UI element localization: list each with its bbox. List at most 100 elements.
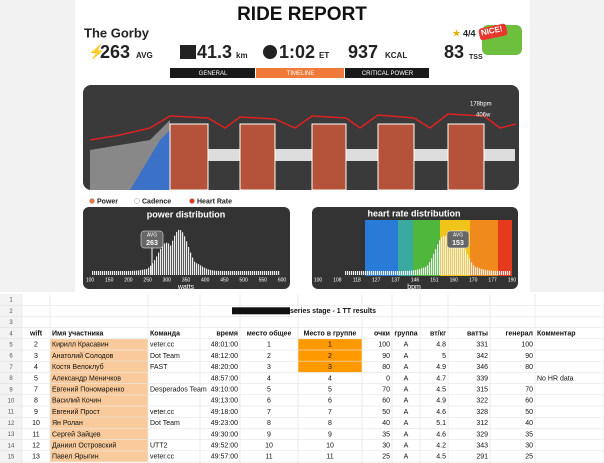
cell: A — [404, 342, 409, 349]
hist-bar — [439, 240, 441, 275]
interval — [169, 123, 209, 191]
hist-bar — [156, 256, 158, 275]
group-place-fill — [298, 361, 362, 373]
hr-avg-label: AVG — [453, 232, 463, 238]
hist-bar — [491, 270, 493, 275]
cell: Евгений Прост — [52, 408, 101, 416]
cell: 312 — [476, 420, 488, 427]
redaction — [232, 307, 290, 315]
cell: Павел Ярыгин — [52, 454, 99, 461]
cell: 60 — [382, 398, 390, 405]
cell: A — [404, 454, 409, 461]
hist-bar — [242, 270, 244, 275]
x-tick-label: 150 — [105, 277, 114, 283]
hist-bar — [379, 271, 381, 275]
stat-tss: 83 — [444, 42, 464, 62]
cell: 49:52:00 — [211, 443, 238, 450]
hist-bar — [180, 230, 182, 275]
star-icon: ★ — [452, 29, 461, 40]
cell: 10 — [326, 443, 334, 450]
hist-bar — [192, 257, 194, 275]
cell: 5 — [328, 387, 332, 394]
x-tick-label: 300 — [163, 277, 172, 283]
avg-value: 263 — [146, 240, 158, 247]
hist-bar — [178, 229, 180, 275]
hist-bar — [238, 270, 240, 275]
x-tick-label: 137 — [391, 277, 400, 283]
cell: 6 — [328, 398, 332, 405]
hist-bar — [136, 270, 138, 275]
legend-swatch — [134, 198, 140, 204]
row-number: 7 — [9, 365, 13, 371]
hist-bar — [453, 237, 455, 275]
group-place-fill — [298, 339, 362, 350]
hist-bar — [407, 270, 409, 275]
x-tick-label: 170 — [469, 277, 478, 283]
cell: 5.1 — [436, 420, 446, 427]
legend-swatch — [89, 198, 95, 204]
x-tick-label: 100 — [86, 277, 95, 283]
cell: 1 — [267, 342, 271, 349]
hist-bar — [154, 260, 156, 275]
hist-bar — [383, 270, 385, 275]
x-tick-label: 450 — [220, 277, 229, 283]
cell: 2 — [34, 342, 38, 349]
hist-bar — [415, 269, 417, 275]
x-tick-label: 108 — [333, 277, 342, 283]
hist-bar — [435, 249, 437, 275]
hr-distribution-title: heart rate distribution — [367, 208, 460, 218]
stat-time-unit: ET — [319, 51, 329, 60]
cell: 331 — [476, 342, 488, 349]
hist-bar — [274, 271, 276, 275]
hist-bar — [176, 231, 178, 275]
hist-bar — [212, 270, 214, 275]
hist-bar — [102, 271, 104, 275]
rider-name: The Gorby — [84, 25, 150, 40]
hist-bar — [240, 270, 242, 275]
hist-bar — [216, 270, 218, 275]
cell: 49:23:00 — [211, 420, 238, 427]
cell: 3 — [267, 364, 271, 371]
cell: 11 — [326, 454, 333, 461]
cell: 5 — [34, 375, 38, 382]
legend-label: Cadence — [142, 198, 171, 205]
cell: 40 — [382, 420, 390, 427]
cell: 30 — [382, 443, 390, 450]
power-histogram — [92, 229, 280, 275]
hist-bar — [256, 271, 258, 275]
hist-bar — [250, 271, 252, 275]
cell: 25 — [525, 454, 533, 461]
avg-box — [140, 230, 164, 249]
hist-bar — [254, 271, 256, 275]
hist-bar — [377, 271, 379, 275]
cell: 100 — [521, 342, 533, 349]
hist-bar — [371, 271, 373, 275]
hist-bar — [158, 252, 160, 275]
hr-histogram — [345, 235, 511, 275]
cell: 339 — [476, 375, 488, 382]
hist-bar — [244, 271, 246, 275]
hist-bar — [122, 270, 124, 275]
hist-bar — [389, 270, 391, 275]
hist-bar — [457, 235, 459, 275]
interval — [239, 123, 276, 191]
x-tick-label: 118 — [353, 277, 361, 283]
hist-bar — [276, 271, 278, 275]
stat-distance-unit: km — [236, 51, 248, 60]
hist-bar — [369, 271, 371, 275]
hist-bar — [148, 267, 150, 275]
x-tick-label: 100 — [314, 277, 323, 283]
hist-bar — [477, 267, 479, 275]
cell: A — [404, 398, 409, 405]
zone — [365, 220, 398, 276]
cell: 11 — [32, 431, 39, 438]
hist-bar — [355, 271, 357, 275]
cell: 291 — [476, 454, 488, 461]
cell: 50 — [525, 409, 533, 416]
sheet-title: series stage - 1 TT results — [290, 308, 376, 315]
hist-bar — [463, 244, 465, 275]
hist-bar — [266, 271, 268, 275]
cell: 12 — [32, 443, 40, 450]
